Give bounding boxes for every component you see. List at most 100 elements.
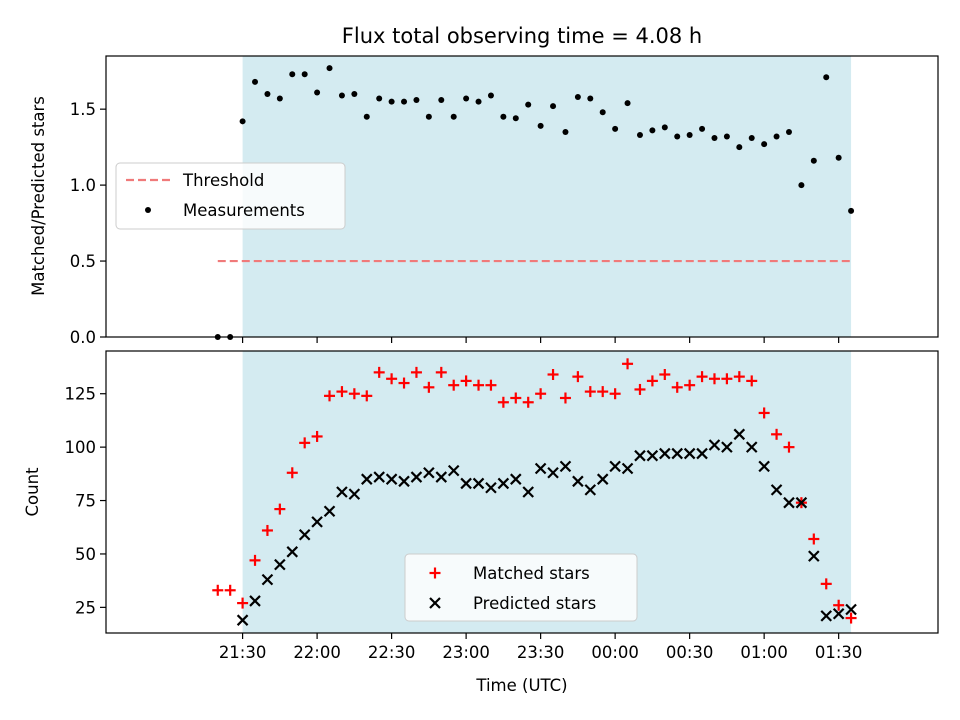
measurement-point bbox=[487, 92, 494, 99]
matched-star-point bbox=[572, 371, 584, 383]
matched-star-point bbox=[485, 379, 497, 391]
predicted-star-point bbox=[845, 603, 857, 616]
matched-star-point bbox=[423, 381, 435, 393]
legend-threshold-label: Threshold bbox=[182, 171, 264, 190]
measurement-point bbox=[388, 98, 395, 105]
predicted-star-point bbox=[572, 475, 584, 488]
measurement-point bbox=[500, 113, 507, 120]
measurement-point bbox=[736, 144, 743, 151]
predicted-star-point bbox=[460, 477, 472, 490]
matched-star-point bbox=[659, 369, 671, 380]
matched-star-point bbox=[584, 386, 596, 398]
chart-title: Flux total observing time = 4.08 h bbox=[342, 24, 702, 48]
matched-star-point bbox=[299, 437, 311, 449]
measurement-point bbox=[239, 118, 246, 125]
predicted-star-point bbox=[621, 462, 634, 475]
predicted-star-point bbox=[348, 488, 361, 500]
measurement-point bbox=[761, 141, 768, 148]
matched-star-point bbox=[510, 392, 522, 404]
matched-star-point bbox=[609, 388, 621, 400]
x-tick-label: 23:30 bbox=[517, 643, 565, 662]
predicted-star-point bbox=[447, 464, 460, 477]
predicted-star-point bbox=[696, 447, 708, 460]
matched-star-point bbox=[733, 371, 745, 383]
matched-star-point bbox=[597, 386, 609, 398]
x-tick-label: 01:00 bbox=[740, 643, 788, 662]
predicted-star-point bbox=[832, 607, 845, 620]
predicted-star-point bbox=[360, 473, 373, 485]
measurement-point bbox=[848, 207, 855, 214]
measurement-point bbox=[314, 89, 321, 96]
measurement-point bbox=[252, 78, 259, 85]
matched-star-point bbox=[522, 396, 534, 408]
bottom-y-tick-label: 50 bbox=[75, 545, 96, 564]
matched-star-point bbox=[261, 524, 273, 536]
measurement-point bbox=[550, 103, 557, 110]
predicted-star-point bbox=[311, 516, 323, 528]
matched-star-point bbox=[820, 578, 832, 590]
predicted-star-point bbox=[721, 441, 733, 453]
matched-star-point bbox=[435, 366, 447, 378]
predicted-star-point bbox=[547, 466, 559, 479]
legend-predicted-marker bbox=[429, 597, 441, 609]
top-y-tick-label: 0.0 bbox=[70, 328, 96, 347]
matched-star-point bbox=[833, 599, 845, 611]
matched-star-point bbox=[348, 388, 360, 400]
matched-star-point bbox=[708, 373, 720, 385]
measurement-point bbox=[773, 133, 780, 140]
top-legend-frame bbox=[115, 162, 346, 230]
predicted-star-point bbox=[683, 447, 696, 460]
predicted-star-point bbox=[385, 473, 398, 485]
measurement-point bbox=[798, 182, 805, 189]
predicted-star-point bbox=[596, 473, 609, 485]
predicted-star-point bbox=[236, 614, 249, 626]
matched-star-point bbox=[671, 381, 683, 393]
x-tick-label: 22:30 bbox=[368, 643, 416, 662]
bottom-legend-frame bbox=[404, 553, 638, 622]
top-axes-frame bbox=[105, 55, 939, 338]
predicted-star-point bbox=[485, 481, 497, 494]
matched-star-point bbox=[684, 379, 696, 391]
measurement-point bbox=[363, 113, 370, 120]
bottom-y-tick-label: 75 bbox=[75, 492, 96, 511]
measurement-point bbox=[624, 100, 631, 107]
matched-star-point bbox=[634, 383, 646, 395]
predicted-star-point bbox=[510, 473, 522, 485]
predicted-star-point bbox=[609, 460, 621, 473]
bottom-axes-frame bbox=[105, 350, 939, 634]
measurement-point bbox=[326, 65, 333, 72]
matched-star-point bbox=[758, 407, 770, 419]
x-tick-label: 21:30 bbox=[219, 643, 267, 662]
measurement-point bbox=[748, 135, 755, 142]
predicted-star-point bbox=[497, 477, 510, 490]
x-tick-label: 00:00 bbox=[591, 643, 639, 662]
measurement-point bbox=[264, 90, 271, 97]
matched-star-point bbox=[460, 375, 472, 387]
measurement-point bbox=[699, 125, 706, 132]
predicted-star-point bbox=[634, 449, 646, 462]
measurement-point bbox=[413, 97, 420, 104]
predicted-marker-glyph bbox=[429, 597, 441, 609]
legend-predicted-label: Predicted stars bbox=[473, 594, 596, 613]
matched-star-point bbox=[547, 369, 559, 380]
matched-star-point bbox=[771, 428, 783, 440]
legend-matched-label: Matched stars bbox=[473, 564, 590, 583]
measurement-point bbox=[785, 128, 792, 135]
matched-star-point bbox=[311, 430, 323, 442]
predicted-star-point bbox=[559, 460, 572, 473]
measurement-point bbox=[636, 131, 643, 138]
measurement-point bbox=[574, 94, 581, 101]
matched-star-point bbox=[361, 390, 373, 402]
measurement-point bbox=[289, 71, 296, 78]
predicted-star-point bbox=[646, 449, 659, 462]
predicted-star-point bbox=[410, 471, 423, 483]
measurement-point bbox=[587, 95, 594, 102]
x-axis-label: Time (UTC) bbox=[475, 676, 567, 695]
predicted-star-point bbox=[435, 471, 448, 483]
measurement-point bbox=[401, 98, 408, 105]
top-y-axis-label: Matched/Predicted stars bbox=[29, 96, 48, 296]
measurement-point bbox=[301, 71, 308, 78]
top-legend: Threshold Measurements bbox=[115, 162, 346, 230]
measurement-point bbox=[512, 115, 519, 122]
